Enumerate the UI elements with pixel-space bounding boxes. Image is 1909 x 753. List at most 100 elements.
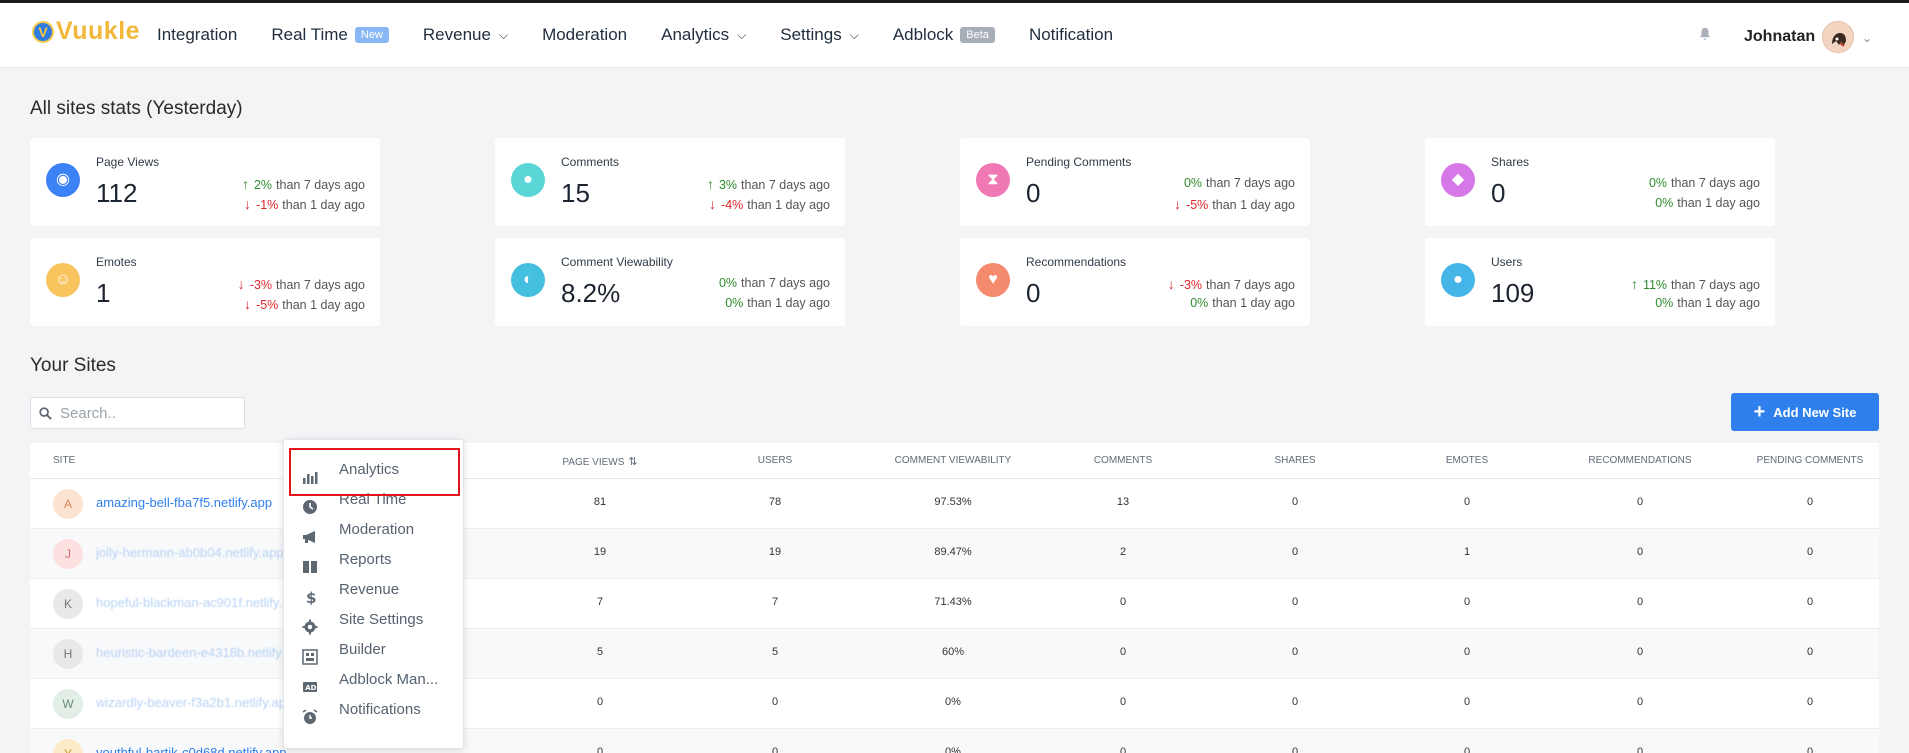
nav-item-moderation[interactable]: Moderation	[542, 25, 627, 45]
dropdown-item-adblock-man[interactable]: AD Adblock Man...	[284, 664, 464, 694]
stat-compare-pct: -5%	[256, 298, 279, 312]
dropdown-item-reports[interactable]: Reports	[284, 544, 464, 574]
vuukle-logo[interactable]: V Vuukle	[32, 17, 140, 46]
stat-compare-text: than 1 day ago	[282, 298, 365, 312]
stat-compare-week: ↓ -3% than 7 days ago	[1168, 276, 1295, 292]
arrow-down-icon: ↓	[237, 276, 245, 292]
dropdown-item-builder[interactable]: Builder	[284, 634, 464, 665]
stat-compare-text: than 7 days ago	[276, 178, 365, 192]
nav-item-label: Revenue	[422, 25, 491, 44]
nav-badge: New	[354, 27, 389, 43]
stat-compare-text: than 7 days ago	[1206, 278, 1295, 292]
stat-compare-pct: 2%	[253, 178, 273, 192]
column-header-comment-viewability[interactable]: COMMENT VIEWABILITY	[895, 455, 1012, 466]
cell-viewability: 60%	[941, 646, 965, 658]
dropdown-item-site-settings[interactable]: Site Settings	[284, 604, 464, 635]
nav-item-integration[interactable]: Integration	[157, 25, 237, 45]
column-header-emotes[interactable]: EMOTES	[1446, 455, 1488, 466]
site-link[interactable]: jolly-hermann-ab0b04.netlify.app	[96, 545, 284, 560]
stat-compare-pct: 0%	[1190, 296, 1209, 310]
arrow-down-icon: ↓	[244, 196, 252, 212]
chevron-down-icon: ⌵	[737, 27, 747, 42]
add-new-site-button[interactable]: + Add New Site	[1731, 393, 1879, 431]
user-name[interactable]: Johnatan	[1744, 28, 1816, 45]
stat-compare-text: than 1 day ago	[282, 198, 365, 212]
nav-item-notification[interactable]: Notification	[1029, 25, 1113, 45]
dropdown-item-moderation[interactable]: Moderation	[284, 514, 464, 544]
arrow-up-icon: ↑	[241, 176, 249, 192]
cell-recommendations: 0	[1636, 696, 1644, 708]
dropdown-item-revenue[interactable]: $ Revenue	[284, 574, 464, 606]
site-link[interactable]: youthful-bartik-c0d68d.netlify.app	[96, 745, 287, 753]
stat-compare-text: than 1 day ago	[1677, 196, 1760, 210]
dropdown-item-label: Moderation	[339, 520, 415, 538]
dropdown-item-label: Site Settings	[339, 610, 424, 628]
nav-item-settings[interactable]: Settings ⌵	[780, 25, 859, 45]
site-link[interactable]: hopeful-blackman-ac901f.netlify.app	[96, 595, 304, 610]
column-header-comments[interactable]: COMMENTS	[1094, 455, 1152, 466]
stats-title: All sites stats (Yesterday)	[30, 98, 243, 119]
site-avatar: J	[53, 539, 83, 569]
column-header-users[interactable]: USERS	[758, 455, 792, 466]
cell-emotes: 0	[1463, 596, 1471, 608]
cell-pending: 0	[1806, 546, 1814, 558]
site-avatar: K	[53, 589, 83, 619]
nav-item-real-time[interactable]: Real Time New	[271, 25, 389, 45]
cell-comments: 0	[1119, 696, 1127, 708]
arrow-up-icon: ↑	[706, 176, 714, 192]
cell-emotes: 0	[1463, 646, 1471, 658]
cell-emotes: 0	[1463, 696, 1471, 708]
site-link[interactable]: amazing-bell-fba7f5.netlify.app	[96, 495, 273, 510]
stat-compare-pct: 0%	[725, 296, 744, 310]
cell-viewability: 0%	[945, 746, 961, 753]
user-menu-chevron-icon[interactable]: ⌄	[1862, 31, 1873, 45]
cell-recommendations: 0	[1636, 546, 1644, 558]
arrow-down-icon: ↓	[709, 196, 717, 212]
column-header-site[interactable]: SITE	[53, 455, 75, 466]
dropdown-item-notifications[interactable]: Notifications	[284, 694, 464, 724]
stat-value: 112	[96, 178, 138, 208]
cell-viewability: 0%	[945, 696, 961, 708]
nav-item-revenue[interactable]: Revenue ⌵	[423, 25, 508, 45]
search-input[interactable]	[60, 404, 240, 422]
stat-card-page-views: ◉ Page Views 112 ↑ 2% than 7 days ago ↓ -1% than…	[30, 138, 380, 226]
stat-label: Users	[1491, 255, 1523, 269]
comments-icon: ●	[511, 163, 545, 197]
nav-item-analytics[interactable]: Analytics ⌵	[661, 25, 746, 45]
cell-viewability: 71.43%	[934, 596, 972, 608]
column-header-page-views[interactable]: PAGE VIEWS ⇅	[562, 455, 637, 468]
stat-compare-day: 0% than 1 day ago	[1190, 296, 1295, 310]
site-link[interactable]: wizardly-beaver-f3a2b1.netlify.app	[96, 695, 294, 710]
stat-compare-pct: -4%	[721, 198, 744, 212]
stat-compare-week: 0% than 7 days ago	[1184, 176, 1295, 190]
stat-compare-pct: 0%	[1183, 176, 1203, 190]
dropdown-item-label: Builder	[339, 640, 386, 658]
heart-icon: ♥	[976, 263, 1010, 297]
stat-compare-text: than 7 days ago	[1206, 176, 1295, 190]
cell-comments: 2	[1119, 546, 1127, 558]
main-nav: Integration Real Time New Revenue ⌵ Moderatio…	[157, 25, 1147, 45]
user-avatar[interactable]	[1822, 21, 1854, 53]
nav-item-label: Notification	[1028, 25, 1114, 44]
bell-icon[interactable]	[1698, 27, 1712, 41]
column-header-recommendations[interactable]: RECOMMENDATIONS	[1588, 455, 1691, 466]
stat-compare-day: ↓ -1% than 1 day ago	[244, 196, 365, 212]
search-box	[30, 397, 245, 429]
stat-label: Pending Comments	[1026, 155, 1132, 169]
column-header-label: EMOTES	[1445, 455, 1489, 466]
column-header-pending-comments[interactable]: PENDING COMMENTS	[1757, 455, 1864, 466]
sort-icon[interactable]: ⇅	[628, 456, 638, 468]
site-link[interactable]: heuristic-bardeen-e4318b.netlify.app	[96, 645, 307, 660]
stat-compare-day: 0% than 1 day ago	[1655, 296, 1760, 310]
nav-item-adblock[interactable]: Adblock Beta	[893, 25, 995, 45]
stat-compare-pct: 0%	[1655, 296, 1674, 310]
dropdown-item-analytics[interactable]: Analytics	[284, 454, 464, 484]
stat-compare-text: than 7 days ago	[741, 276, 830, 290]
nav-item-label: Settings	[780, 25, 842, 44]
column-header-shares[interactable]: SHARES	[1274, 455, 1315, 466]
cell-users: 0	[771, 746, 779, 753]
stat-compare-week: ↑ 11% than 7 days ago	[1631, 276, 1760, 292]
column-header-label: PENDING COMMENTS	[1756, 455, 1864, 466]
stat-compare-pct: 11%	[1642, 278, 1668, 292]
